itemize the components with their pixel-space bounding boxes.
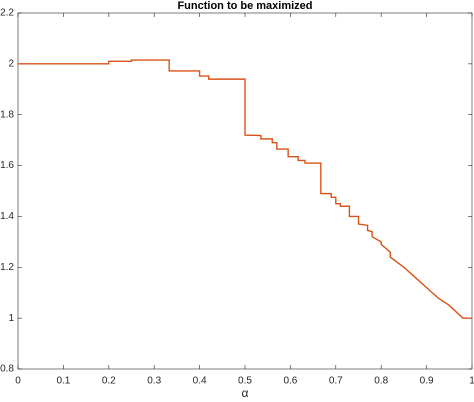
x-tick-label: 0.5	[238, 376, 252, 387]
x-tick-label: 0.3	[147, 376, 161, 387]
y-tick-label: 0.8	[0, 364, 14, 375]
y-tick-label: 1.4	[0, 211, 14, 222]
x-tick-label: 0.4	[193, 376, 207, 387]
y-tick-label: 1.8	[0, 109, 14, 120]
x-tick-label: 0.6	[283, 376, 297, 387]
line	[18, 59, 472, 319]
x-tick-label: 1	[469, 376, 474, 387]
y-tick-label: 1.6	[0, 160, 14, 171]
chart-title: Function to be maximized	[177, 0, 312, 12]
x-tick-label: 0	[15, 376, 21, 387]
y-tick-label: 1	[8, 313, 14, 324]
y-tick-label: 2.2	[0, 8, 14, 19]
x-tick-label: 0.9	[420, 376, 434, 387]
x-tick-label: 0.1	[56, 376, 70, 387]
x-tick-label: 0.8	[374, 376, 388, 387]
x-axis-label: α	[242, 386, 249, 400]
x-tick-label: 0.7	[329, 376, 343, 387]
y-tick-label: 1.2	[0, 262, 14, 273]
x-tick-label: 0.2	[102, 376, 116, 387]
y-tick-label: 2	[8, 58, 14, 69]
axes-box	[17, 12, 473, 370]
